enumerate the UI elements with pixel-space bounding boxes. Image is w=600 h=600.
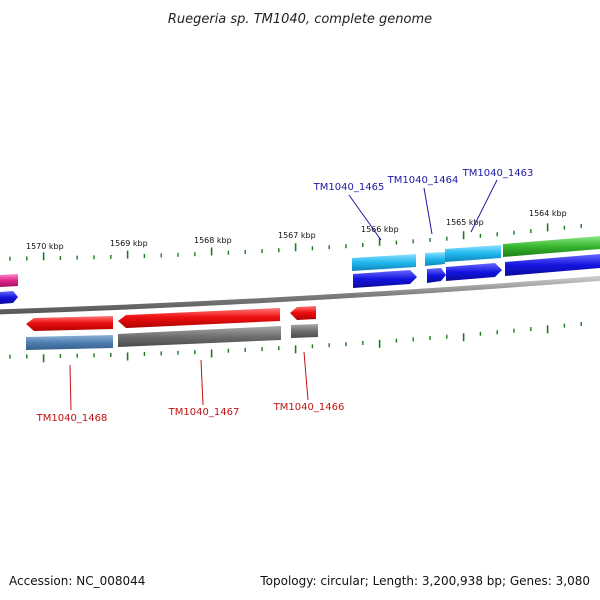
scale-label-1564: 1564 kbp (529, 209, 567, 218)
gene-tm1040-1463-blue[interactable] (446, 263, 502, 281)
gene-feature-blue-right[interactable] (505, 254, 600, 276)
map-title: Ruegeria sp. TM1040, complete genome (168, 12, 432, 27)
gene-tm1040-1463-cyan[interactable] (445, 245, 501, 262)
accession-text: Accession: NC_008044 (9, 574, 146, 588)
callout-line-tm1040-1466 (303, 351, 309, 401)
gene-tm1040-1467-red[interactable] (118, 308, 280, 328)
gene-label-tm1040-1466[interactable]: TM1040_1466 (273, 402, 345, 413)
gene-label-tm1040-1468[interactable]: TM1040_1468 (36, 413, 108, 424)
gene-label-tm1040-1467[interactable]: TM1040_1467 (168, 407, 240, 418)
gene-tm1040-1468-steelblue[interactable] (26, 335, 113, 350)
scale-label-1568: 1568 kbp (194, 236, 232, 245)
scale-label-1567: 1567 kbp (278, 231, 316, 240)
scale-label-1566: 1566 kbp (361, 225, 399, 234)
scale-label-1565: 1565 kbp (446, 218, 484, 227)
genome-backbone (0, 275, 600, 315)
gene-feature-blue-edge[interactable] (0, 291, 18, 304)
gene-label-tm1040-1463[interactable]: TM1040_1463 (462, 168, 534, 179)
gene-feature-magenta-edge[interactable] (0, 274, 18, 287)
scale-label-1569: 1569 kbp (110, 239, 148, 248)
gene-tm1040-1464-blue[interactable] (427, 268, 446, 283)
callout-line-tm1040-1468 (69, 364, 72, 411)
gene-label-tm1040-1465[interactable]: TM1040_1465 (313, 182, 385, 193)
gene-tm1040-1468-red[interactable] (26, 316, 113, 331)
callout-line-tm1040-1465 (348, 194, 382, 241)
callout-line-tm1040-1467 (200, 359, 204, 406)
gene-label-tm1040-1464[interactable]: TM1040_1464 (387, 175, 459, 186)
gene-tm1040-1467-gray[interactable] (118, 326, 281, 347)
scale-label-1570: 1570 kbp (26, 242, 64, 251)
gene-tm1040-1464-cyan[interactable] (425, 252, 445, 266)
gene-tm1040-1465-blue[interactable] (353, 270, 417, 288)
callout-line-tm1040-1463 (470, 179, 498, 233)
inner-scale-ticks (9, 322, 582, 363)
topology-text: Topology: circular; Length: 3,200,938 bp… (260, 574, 590, 588)
gene-tm1040-1466-red[interactable] (290, 306, 316, 320)
gene-feature-green[interactable] (503, 236, 600, 257)
gene-tm1040-1465-cyan[interactable] (352, 254, 416, 271)
callout-line-tm1040-1464 (423, 187, 433, 235)
gene-tm1040-1466-gray[interactable] (291, 324, 318, 338)
outer-scale-ticks (9, 223, 582, 261)
